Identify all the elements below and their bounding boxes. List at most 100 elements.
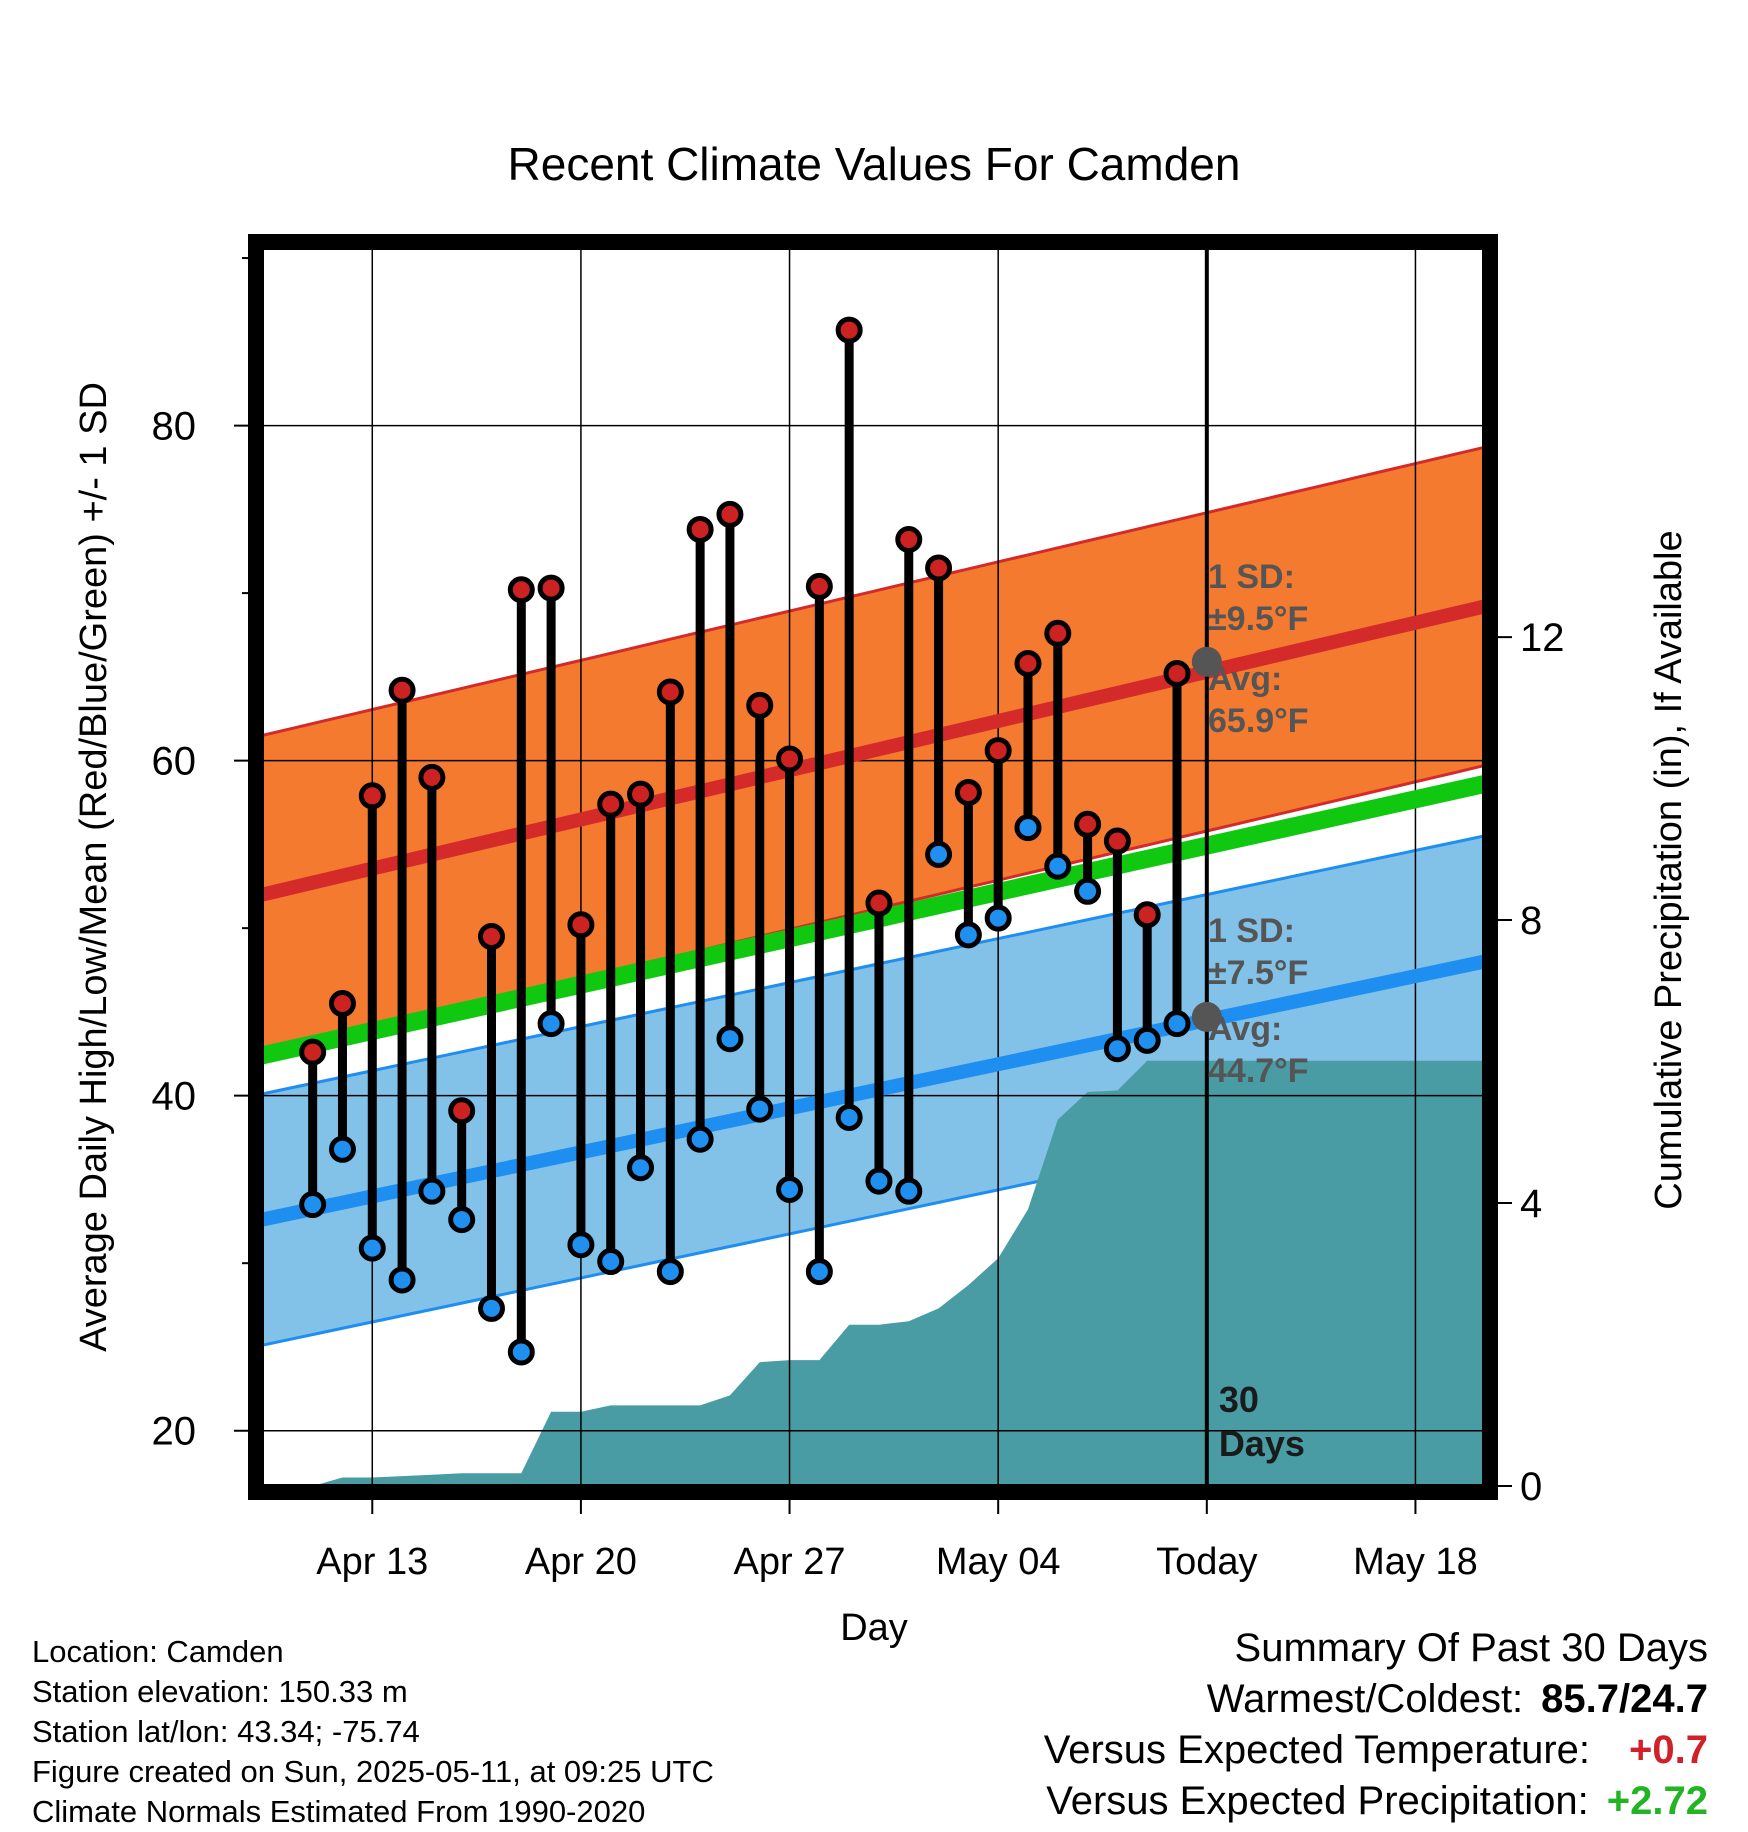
low-point <box>1133 1026 1161 1054</box>
temp-value: +0.7 <box>1629 1728 1708 1772</box>
low-point <box>1044 852 1072 880</box>
high-point <box>597 790 625 818</box>
temp-row: Versus Expected Temperature: +0.7 <box>1044 1725 1708 1776</box>
low-point <box>746 1095 774 1123</box>
high-point <box>865 889 893 917</box>
low-point <box>686 1125 714 1153</box>
summary-panel: Summary Of Past 30 Days Warmest/Coldest:… <box>1044 1623 1708 1827</box>
low-point <box>597 1248 625 1276</box>
y-left-tick-label: 20 <box>152 1410 197 1454</box>
low-point <box>388 1266 416 1294</box>
y-axis-right-label: Cumulative Precipitation (in), If Availa… <box>1648 530 1690 1209</box>
high-point <box>418 763 446 791</box>
low-point <box>567 1231 595 1259</box>
precip-area <box>282 1060 1484 1486</box>
normal-mean-line <box>260 775 1486 1065</box>
low-avg-value: 44.7°F <box>1208 1052 1309 1090</box>
high-point <box>925 554 953 582</box>
low-point <box>1014 814 1042 842</box>
high-point <box>567 911 595 939</box>
high-point <box>1074 810 1102 838</box>
x-tick-label: Apr 13 <box>316 1541 428 1583</box>
low-sd-label: 1 SD: <box>1208 912 1295 950</box>
high-point <box>746 691 774 719</box>
low-point <box>448 1206 476 1234</box>
precip-row: Versus Expected Precipitation: +2.72 <box>1044 1776 1708 1827</box>
low-point <box>627 1154 655 1182</box>
low-point <box>865 1167 893 1195</box>
high-point <box>388 676 416 704</box>
high-point <box>954 778 982 806</box>
low-point <box>358 1234 386 1262</box>
low-point <box>328 1135 356 1163</box>
low-point <box>1163 1010 1191 1038</box>
high-avg-label: Avg: <box>1208 660 1282 698</box>
annotation-layer <box>1191 646 1222 1032</box>
normal-high-line <box>260 599 1486 902</box>
low-point <box>537 1010 565 1038</box>
high-point <box>537 574 565 602</box>
low-sd-band-upper-edge <box>261 834 1485 1096</box>
x-tick-label: Today <box>1156 1541 1257 1583</box>
precip-value: +2.72 <box>1606 1779 1708 1823</box>
summary-heading: Summary Of Past 30 Days <box>1234 1626 1708 1670</box>
high-point <box>805 572 833 600</box>
y-axis-left-label: Average Daily High/Low/Mean (Red/Blue/Gr… <box>73 382 115 1352</box>
low-point <box>805 1258 833 1286</box>
low-point <box>418 1177 446 1205</box>
high-point <box>627 780 655 808</box>
created-text: Figure created on Sun, 2025-05-11, at 09… <box>32 1754 714 1789</box>
y-right-tick-label: 4 <box>1520 1182 1542 1226</box>
plot-border <box>248 234 1498 1500</box>
high-point <box>1103 827 1131 855</box>
high-point <box>984 737 1012 765</box>
location-text: Location: Camden <box>32 1634 284 1669</box>
high-point <box>776 745 804 773</box>
daily-stems <box>308 330 1182 1352</box>
high-point <box>1133 901 1161 929</box>
precip-area-layer <box>282 1060 1484 1486</box>
high-point <box>448 1097 476 1125</box>
high-point <box>477 923 505 951</box>
daily-dots <box>299 316 1191 1366</box>
high-point <box>358 782 386 810</box>
high-sd-value: ±9.5°F <box>1208 600 1308 638</box>
today-high-avg-marker <box>1191 646 1222 677</box>
axes-layer: Apr 13 Apr 20 Apr 27 May 04 Today May 1820406… <box>152 257 1565 1583</box>
high-point <box>895 525 923 553</box>
today-days-label: 30 Days <box>1219 1379 1305 1464</box>
station-info: Location: Camden Station elevation: 150.… <box>32 1632 714 1832</box>
y-left-tick-label: 80 <box>152 405 197 449</box>
chart-title: Recent Climate Values For Camden <box>508 138 1241 190</box>
low-point <box>716 1025 744 1053</box>
low-point <box>925 840 953 868</box>
y-right-tick-label: 8 <box>1520 899 1542 943</box>
high-sd-band-upper-edge <box>261 445 1485 737</box>
high-point <box>1044 619 1072 647</box>
y-right-tick-label: 0 <box>1520 1465 1542 1509</box>
y-right-tick-label: 12 <box>1520 616 1565 660</box>
warm-cold-value: 85.7/24.7 <box>1541 1677 1708 1721</box>
warm-cold-label: Warmest/Coldest: <box>1206 1677 1524 1721</box>
high-sd-label: 1 SD: <box>1208 558 1295 596</box>
low-point <box>656 1258 684 1286</box>
y-left-tick-label: 40 <box>152 1075 197 1119</box>
today-low-avg-marker <box>1191 1001 1222 1032</box>
low-point <box>835 1103 863 1131</box>
high-point <box>835 316 863 344</box>
high-point <box>328 990 356 1018</box>
precip-label: Versus Expected Precipitation: <box>1046 1779 1589 1823</box>
x-tick-label: May 04 <box>936 1541 1061 1583</box>
high-point <box>299 1038 327 1066</box>
high-point <box>686 515 714 543</box>
x-tick-label: Apr 20 <box>525 1541 637 1583</box>
low-point <box>477 1294 505 1322</box>
high-point <box>656 678 684 706</box>
high-avg-value: 65.9°F <box>1208 702 1309 740</box>
low-point <box>776 1175 804 1203</box>
low-point <box>1074 877 1102 905</box>
normals-text: Climate Normals Estimated From 1990-2020 <box>32 1794 646 1829</box>
low-point <box>507 1338 535 1366</box>
low-point <box>895 1177 923 1205</box>
